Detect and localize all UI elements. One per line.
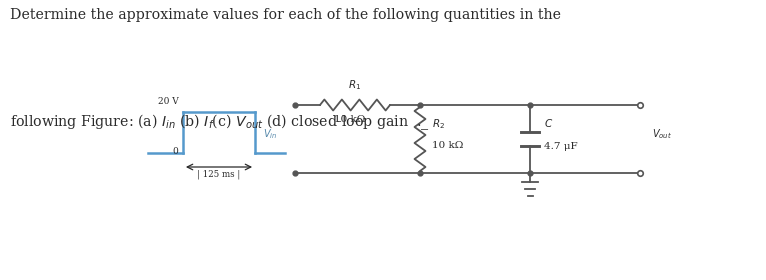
Text: 20 V: 20 V <box>159 97 179 106</box>
Text: 0: 0 <box>172 146 178 155</box>
Text: $C$: $C$ <box>544 117 553 129</box>
Text: $V_{out}$: $V_{out}$ <box>652 127 672 141</box>
Text: $R_2$: $R_2$ <box>432 117 445 131</box>
Text: 10 kΩ: 10 kΩ <box>432 141 463 150</box>
Text: Determine the approximate values for each of the following quantities in the: Determine the approximate values for eac… <box>10 8 561 22</box>
Text: | 125 ms |: | 125 ms | <box>198 169 241 179</box>
Text: $V_{in}$: $V_{in}$ <box>263 127 277 141</box>
Text: $R_1$: $R_1$ <box>349 78 362 92</box>
Text: 4.7 μF: 4.7 μF <box>544 142 578 151</box>
Text: 10 kΩ: 10 kΩ <box>334 115 365 124</box>
Text: following Figure: (a) $I_{in}$ (b) $I_f$(c) $V_{out}$ (d) closed-loop gain  ._: following Figure: (a) $I_{in}$ (b) $I_f$… <box>10 112 430 132</box>
